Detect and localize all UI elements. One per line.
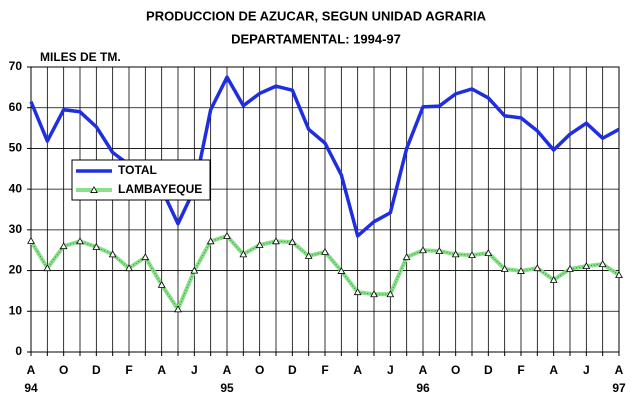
x-tick-label: J (191, 363, 198, 377)
point-marker (59, 242, 68, 250)
x-tick-label: A (419, 363, 428, 377)
legend: TOTAL LAMBAYEQUE (71, 159, 211, 201)
x-tick-label: D (92, 363, 101, 377)
point-marker (223, 231, 231, 239)
point-marker (157, 280, 166, 288)
x-tick-label: D (288, 363, 297, 377)
point-marker (402, 253, 411, 261)
x-tick-label: A (353, 363, 362, 377)
point-marker (239, 250, 248, 258)
point-marker (517, 266, 525, 274)
y-tick-label: 10 (9, 303, 23, 317)
point-marker (419, 246, 427, 254)
x-tick-label: J (387, 363, 394, 377)
point-marker (484, 249, 493, 257)
x-tick-label: F (125, 363, 132, 377)
point-marker (386, 290, 395, 298)
x-tick-label: F (321, 363, 328, 377)
point-marker (27, 236, 35, 244)
y-tick-label: 50 (9, 141, 23, 155)
point-marker (141, 253, 150, 261)
point-marker (435, 247, 444, 254)
legend-label: TOTAL (118, 163, 157, 177)
point-marker (255, 240, 264, 248)
point-marker (615, 271, 623, 279)
x-tick-label: A (27, 363, 36, 377)
x-tick-label: O (451, 363, 460, 377)
point-marker (272, 237, 280, 245)
point-marker (206, 237, 215, 245)
chart-subtitle: DEPARTAMENTAL: 1994-97 (231, 31, 401, 46)
legend-label: LAMBAYEQUE (118, 182, 202, 196)
point-marker (92, 242, 101, 250)
year-label: 94 (24, 381, 38, 395)
point-marker (549, 275, 558, 283)
legend-box (71, 159, 211, 201)
point-marker (353, 288, 362, 296)
x-tick-label: D (484, 363, 493, 377)
y-tick-label: 70 (9, 59, 23, 73)
y-tick-label: 0 (15, 344, 22, 358)
point-marker (108, 250, 117, 258)
point-marker (321, 247, 329, 255)
y-tick-label: 30 (9, 222, 23, 236)
y-tick-label: 60 (9, 100, 23, 114)
point-marker (288, 238, 297, 246)
x-tick-label: J (583, 363, 590, 377)
point-marker (582, 262, 591, 270)
point-marker (125, 264, 133, 272)
legend-marker (90, 185, 98, 193)
year-label: 96 (416, 381, 430, 395)
year-label: 97 (612, 381, 626, 395)
x-tick-label: O (255, 363, 264, 377)
y-tick-label: 40 (9, 181, 23, 195)
point-marker (566, 264, 574, 272)
point-marker (598, 260, 607, 268)
x-tick-label: O (59, 363, 68, 377)
y-tick-label: 20 (9, 263, 23, 277)
x-tick-label: A (615, 363, 624, 377)
y-axis-label: MILES DE TM. (40, 50, 121, 64)
point-marker (304, 251, 313, 259)
point-marker (190, 266, 199, 274)
point-marker (337, 266, 346, 274)
point-marker (533, 264, 542, 272)
point-marker (451, 250, 460, 258)
point-marker (370, 290, 378, 298)
x-tick-label: F (517, 363, 524, 377)
point-marker (468, 251, 476, 259)
point-marker (174, 305, 182, 313)
x-tick-label: A (157, 363, 166, 377)
point-marker (500, 264, 509, 272)
point-marker (43, 264, 52, 272)
point-marker (76, 237, 84, 245)
chart-title: PRODUCCION DE AZUCAR, SEGUN UNIDAD AGRAR… (146, 8, 487, 23)
year-label: 95 (220, 381, 234, 395)
x-tick-label: A (549, 363, 558, 377)
x-tick-label: A (223, 363, 232, 377)
